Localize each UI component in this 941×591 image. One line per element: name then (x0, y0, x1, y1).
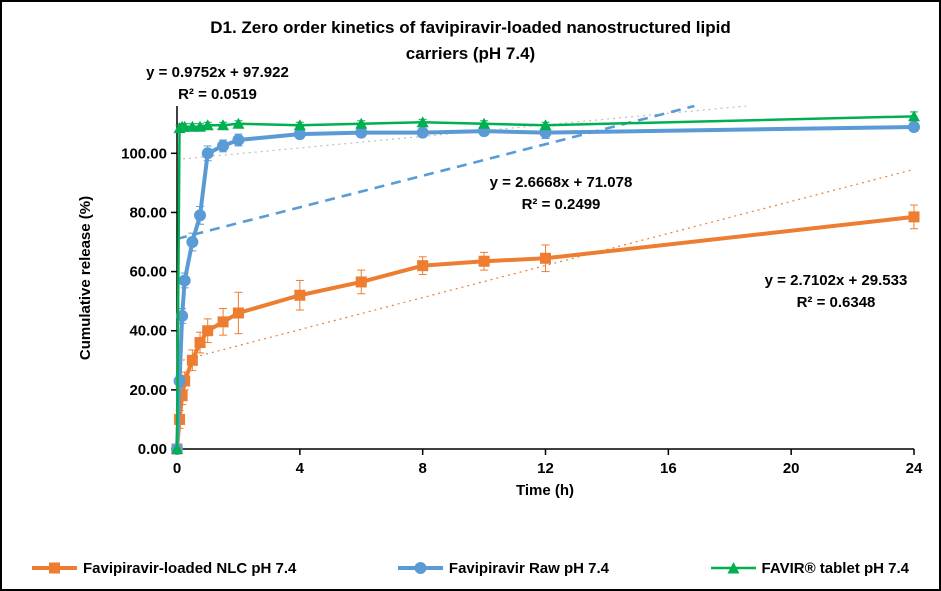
equation-text: y = 0.9752x + 97.922 (146, 64, 289, 81)
x-axis-title: Time (h) (516, 482, 574, 499)
r-squared-text: R² = 0.6348 (796, 293, 876, 311)
data-point-circle-favipiravir-raw (201, 147, 214, 160)
data-point-circle-favipiravir-raw (217, 139, 230, 152)
legend-label: Favipiravir-loaded NLC pH 7.4 (83, 559, 297, 577)
trendline-equation-favir-tablet: y = 0.9752x + 97.922 R² = 0.0519 (100, 62, 335, 106)
trendline-equation-favipiravir-raw: y = 2.6668x + 71.078 R² = 0.2499 (440, 172, 682, 216)
data-point-circle-favipiravir-raw (293, 128, 306, 141)
data-point-triangle-favir-tablet (201, 119, 214, 131)
legend-square-marker-icon (32, 562, 77, 574)
data-point-circle-favipiravir-raw (194, 209, 207, 222)
legend-triangle-marker-icon (710, 562, 756, 574)
data-point-triangle-favir-tablet (355, 117, 368, 129)
y-tick-label: 0.00 (138, 441, 167, 458)
trendline-favipiravir-raw (176, 104, 695, 241)
data-point-triangle-favir-tablet (178, 120, 191, 132)
legend-circle-marker-icon (397, 562, 443, 574)
data-point-square-favipiravir-nlc (908, 211, 920, 223)
legend-item-favipiravir-nlc: Favipiravir-loaded NLC pH 7.4 (32, 559, 296, 577)
data-point-triangle-favir-tablet (478, 117, 491, 129)
y-tick-label: 60.00 (129, 264, 167, 281)
data-point-circle-favipiravir-raw (232, 134, 245, 147)
data-point-circle-favipiravir-raw (355, 126, 368, 139)
data-point-square-favipiravir-nlc (294, 289, 306, 301)
x-tick-label: 8 (418, 460, 426, 477)
data-point-square-favipiravir-nlc (194, 337, 206, 349)
data-point-square-favipiravir-nlc (186, 354, 198, 366)
data-point-triangle-favir-tablet (232, 117, 245, 129)
chart-title-line2: carriers (pH 7.4) (405, 44, 536, 64)
x-tick-label: 0 (173, 460, 181, 477)
data-point-square-favipiravir-nlc (540, 252, 551, 264)
data-point-circle-favipiravir-raw (173, 374, 186, 387)
data-point-circle-favipiravir-raw (186, 236, 199, 249)
y-tick-label: 20.00 (129, 382, 167, 399)
data-point-triangle-favir-tablet (539, 119, 552, 131)
x-tick-label: 20 (783, 460, 800, 477)
r-squared-text: R² = 0.2499 (521, 195, 601, 213)
legend-item-favipiravir-raw: Favipiravir Raw pH 7.4 (397, 559, 609, 577)
data-point-square-favipiravir-nlc (232, 307, 244, 319)
trendline-equation-favipiravir-nlc: y = 2.7102x + 29.533 R² = 0.6348 (722, 270, 939, 314)
data-point-triangle-favir-tablet (908, 110, 920, 122)
r-squared-text: R² = 0.0519 (178, 85, 257, 103)
data-point-circle-favipiravir-raw (178, 274, 191, 287)
chart-plot-area: 0.00 20.00 40.00 60.00 80.00 100.00 0 4 8 12 16 20 2… (121, 104, 923, 477)
data-point-circle-favipiravir-raw (416, 126, 429, 139)
x-tick-label: 16 (660, 460, 677, 477)
data-point-square-favipiravir-nlc (217, 316, 229, 328)
x-tick-label: 4 (296, 460, 305, 477)
data-point-circle-favipiravir-raw (908, 120, 920, 133)
chart-title: D1. Zero order kinetics of favipiravir-l… (2, 15, 939, 68)
data-point-square-favipiravir-nlc (417, 260, 429, 272)
equation-text: y = 2.7102x + 29.533 (764, 272, 908, 289)
equation-text: y = 2.6668x + 71.078 (489, 174, 633, 191)
data-point-triangle-favir-tablet (186, 120, 199, 132)
data-point-square-favipiravir-nlc (478, 255, 490, 267)
data-point-triangle-favir-tablet (416, 116, 429, 128)
chart-title-line1: D1. Zero order kinetics of favipiravir-l… (210, 18, 731, 37)
x-tick-label: 12 (537, 460, 554, 477)
y-tick-label: 80.00 (129, 204, 167, 221)
trendline-favipiravir-nlc (176, 168, 915, 363)
data-point-triangle-favir-tablet (217, 119, 230, 131)
x-tick-label: 24 (906, 460, 923, 477)
legend-label: FAVIR® tablet pH 7.4 (761, 559, 909, 577)
data-point-triangle-favir-tablet (293, 119, 306, 131)
y-tick-label: 100.00 (121, 145, 167, 162)
data-point-square-favipiravir-nlc (355, 276, 367, 288)
legend-item-favir-tablet: FAVIR® tablet pH 7.4 (710, 559, 909, 577)
y-axis-title: Cumulative release (%) (77, 196, 94, 360)
legend-label: Favipiravir Raw pH 7.4 (448, 559, 609, 577)
y-tick-label: 40.00 (129, 323, 167, 340)
data-point-square-favipiravir-nlc (176, 390, 188, 402)
data-point-square-favipiravir-nlc (202, 325, 214, 337)
data-point-triangle-favir-tablet (171, 443, 183, 454)
chart-legend: Favipiravir-loaded NLC pH 7.4 Favipiravir… (2, 559, 939, 577)
